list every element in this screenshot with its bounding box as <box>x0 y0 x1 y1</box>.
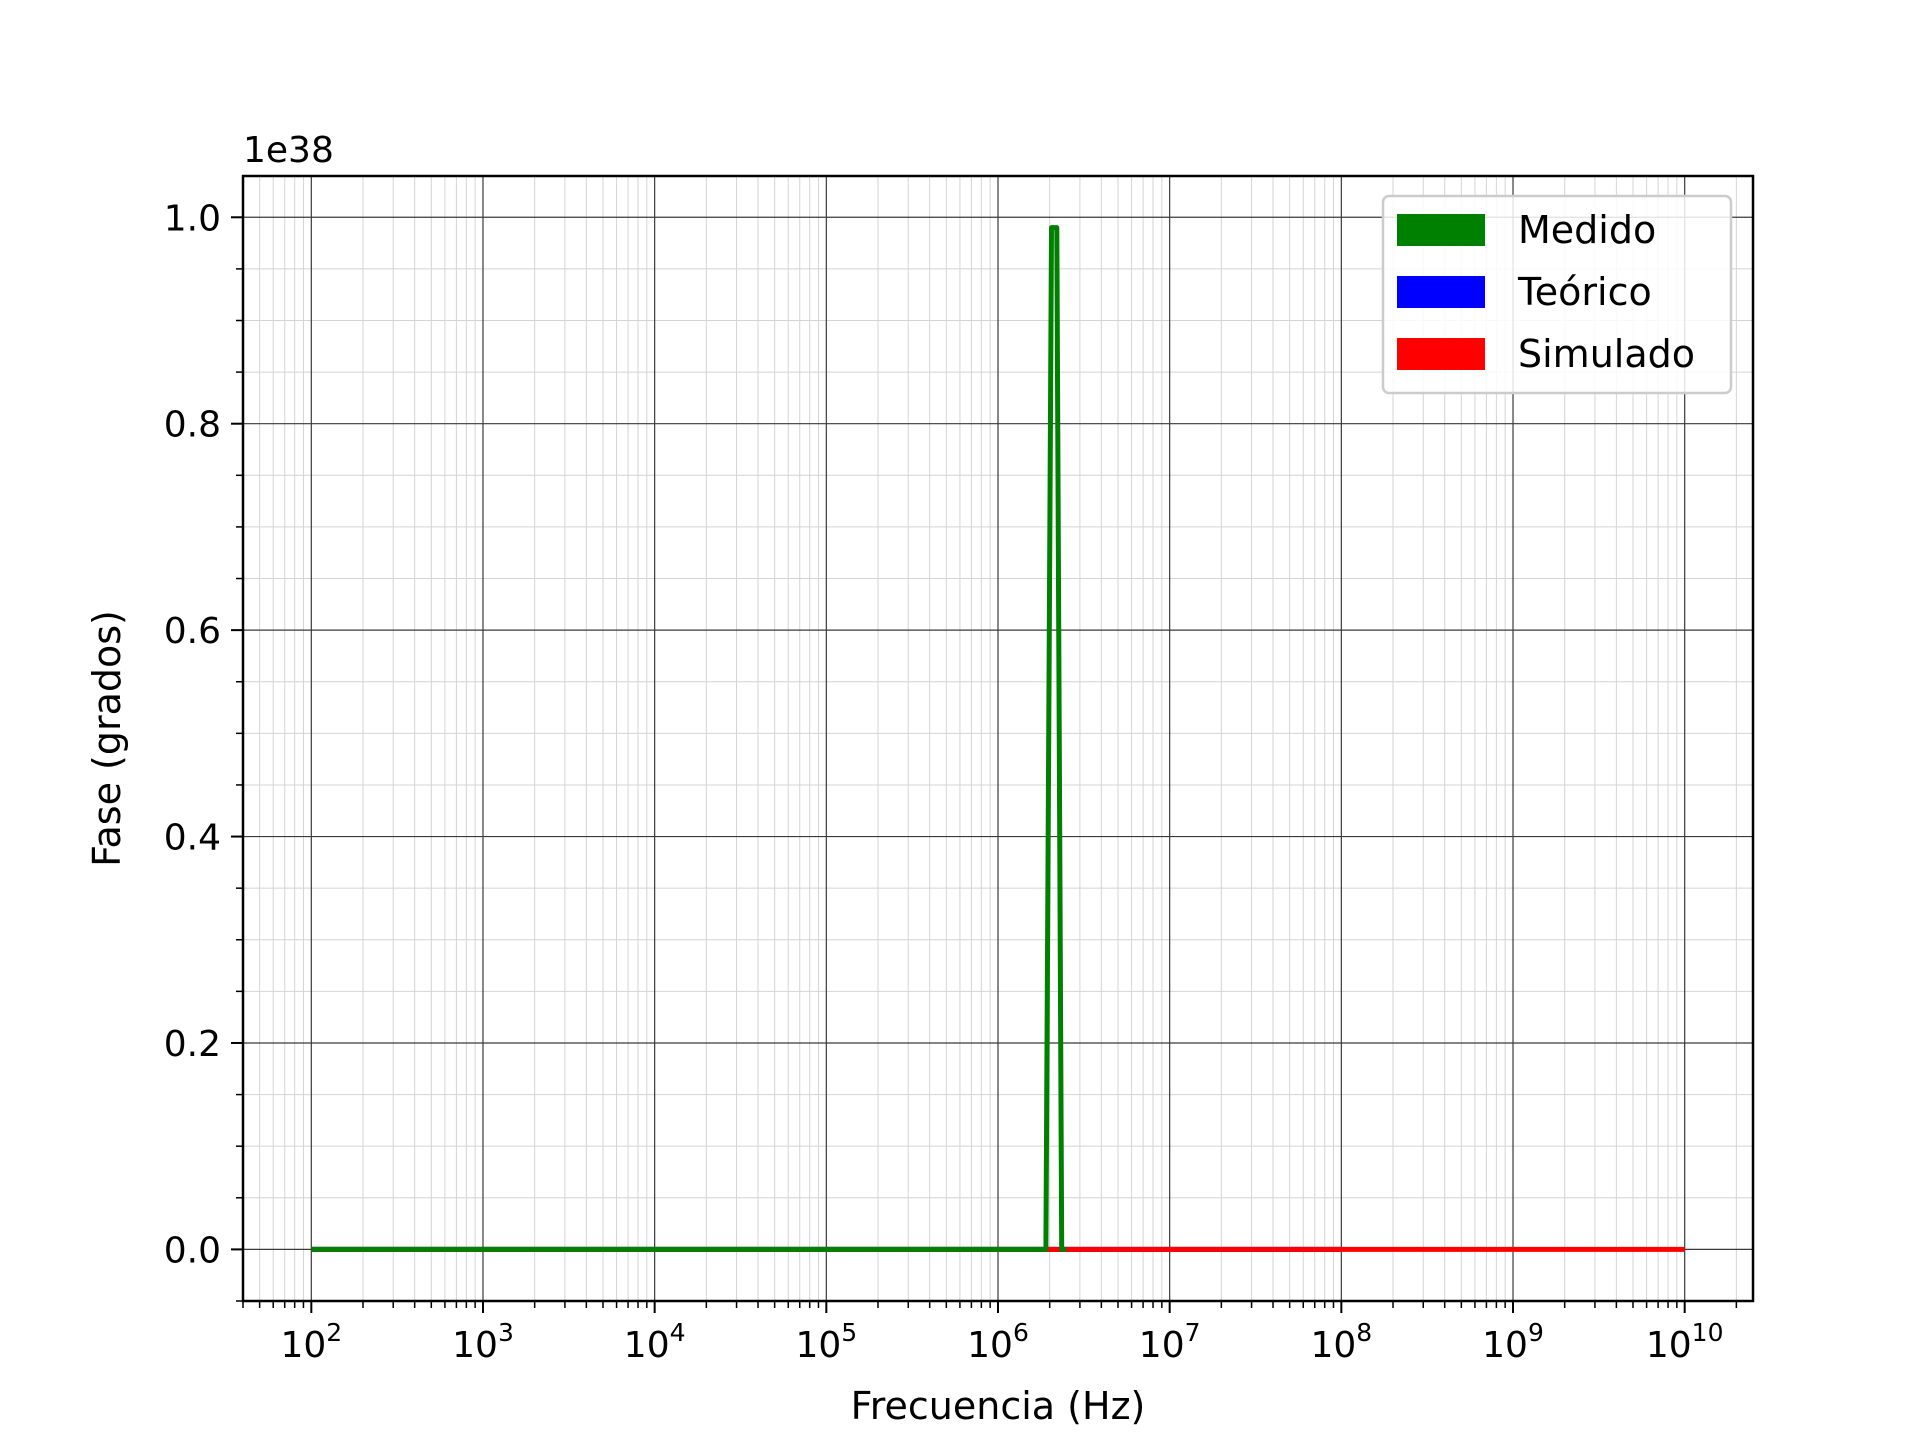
x-tick-label: 107 <box>1139 1318 1201 1366</box>
series-line-medido <box>311 225 1067 1252</box>
x-tick-label: 103 <box>452 1318 514 1366</box>
ticks-layer: 102 103 104 105 106 107 108 109 1010 0.0 0.2 0.4 0.6… <box>164 198 1738 1366</box>
y-tick-label: 0.0 <box>164 1230 221 1271</box>
legend-label: Simulado <box>1518 332 1695 376</box>
legend-swatch <box>1397 214 1485 246</box>
y-axis-label: Fase (grados) <box>85 610 129 867</box>
x-tick-label: 109 <box>1482 1318 1544 1366</box>
x-tick-label: 108 <box>1310 1318 1372 1366</box>
series-layer <box>311 225 1685 1252</box>
y-offset-label: 1e38 <box>243 130 334 171</box>
legend-swatch <box>1397 276 1485 308</box>
y-tick-label: 0.6 <box>164 611 221 652</box>
legend: Medido Teórico Simulado <box>1381 194 1733 395</box>
x-tick-label: 105 <box>795 1318 857 1366</box>
legend-label: Teórico <box>1517 270 1652 314</box>
x-tick-label: 106 <box>967 1318 1029 1366</box>
y-tick-label: 1.0 <box>164 198 221 239</box>
y-tick-label: 0.8 <box>164 405 221 446</box>
y-tick-label: 0.4 <box>164 818 221 859</box>
legend-swatch <box>1397 338 1485 370</box>
x-tick-label: 1010 <box>1646 1318 1724 1366</box>
legend-label: Medido <box>1518 208 1656 252</box>
y-tick-label: 0.2 <box>164 1024 221 1065</box>
x-axis-label: Frecuencia (Hz) <box>851 1384 1146 1428</box>
x-tick-label: 104 <box>624 1318 686 1366</box>
x-tick-label: 102 <box>280 1318 342 1366</box>
